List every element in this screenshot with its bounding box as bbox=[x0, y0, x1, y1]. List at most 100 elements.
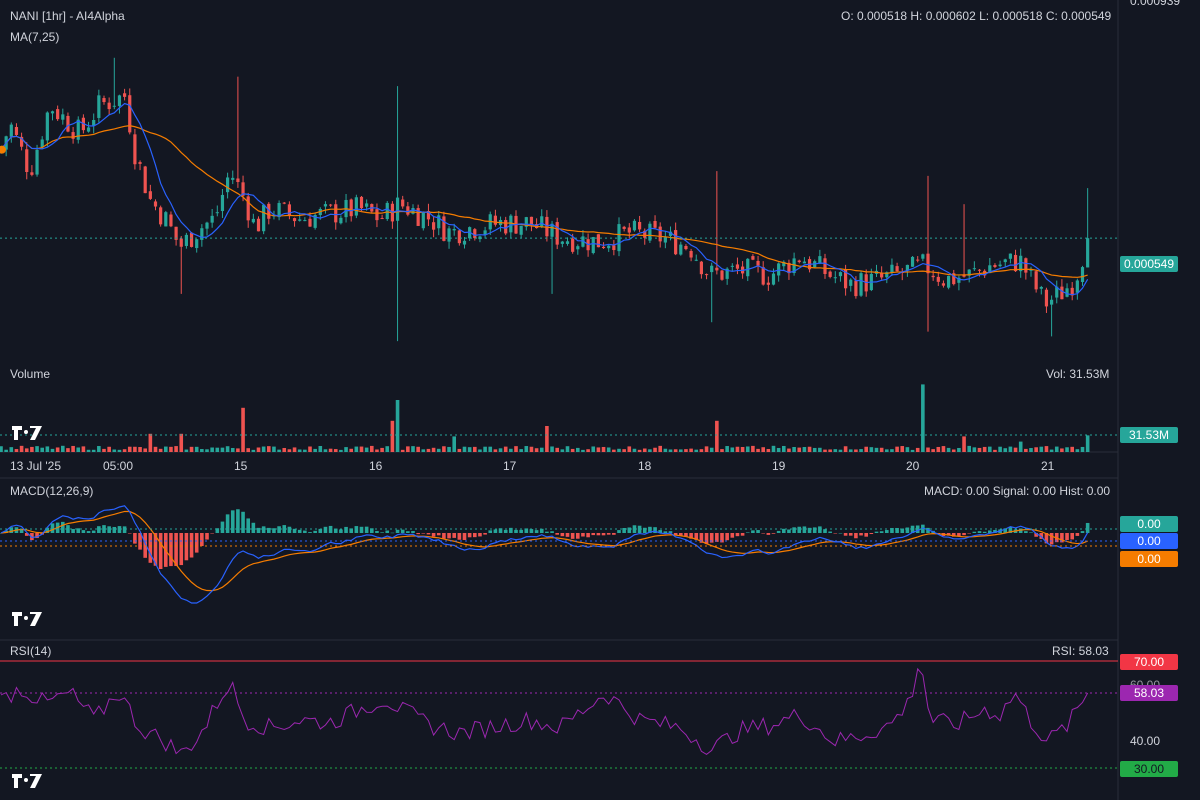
volume-bar bbox=[277, 449, 281, 452]
candle-body bbox=[854, 280, 858, 297]
candle-body bbox=[699, 261, 703, 275]
candle-body bbox=[359, 196, 364, 209]
candle-body bbox=[756, 260, 760, 266]
volume-bar bbox=[514, 446, 518, 452]
macd-hist-bar bbox=[339, 529, 343, 533]
volume-label: Volume bbox=[10, 367, 51, 381]
macd-hist-bar bbox=[601, 533, 606, 536]
macd-hist-bar bbox=[885, 530, 889, 533]
volume-bar bbox=[679, 449, 683, 452]
candle-body bbox=[565, 241, 570, 244]
candle-body bbox=[596, 234, 600, 248]
volume-bar bbox=[1044, 446, 1049, 452]
macd-hist-bar bbox=[637, 525, 642, 533]
candle-body bbox=[1050, 299, 1054, 305]
macd-hist-bar bbox=[210, 533, 214, 534]
candle-body bbox=[540, 216, 544, 227]
candle-body bbox=[251, 218, 255, 223]
volume-bar bbox=[792, 447, 796, 452]
volume-bar bbox=[725, 446, 729, 452]
candle-body bbox=[704, 274, 709, 276]
macd-hist-bar bbox=[256, 527, 261, 533]
volume-bar bbox=[0, 446, 3, 452]
candle-body bbox=[267, 203, 271, 219]
volume-bar bbox=[730, 447, 735, 452]
rsi-label: RSI(14) bbox=[10, 644, 52, 658]
candle-body bbox=[607, 245, 611, 249]
volume-bar bbox=[1013, 447, 1018, 452]
volume-bar bbox=[344, 447, 348, 452]
volume-badge: 31.53M bbox=[1120, 427, 1178, 443]
macd-hist-bar bbox=[1049, 533, 1054, 545]
volume-bar bbox=[854, 449, 858, 452]
price-top-tick: 0.000939 bbox=[1130, 0, 1181, 8]
macd-hist-bar bbox=[560, 533, 565, 537]
macd-hist-bar bbox=[169, 533, 173, 567]
macd-hist-bar bbox=[148, 533, 153, 563]
macd-hist-bar bbox=[689, 533, 693, 539]
candle-body bbox=[483, 230, 487, 235]
candle-body bbox=[25, 149, 29, 173]
volume-bar bbox=[694, 449, 699, 452]
macd-hist-bar bbox=[493, 529, 498, 533]
macd-hist-bar bbox=[586, 533, 590, 538]
macd-hist-bar bbox=[684, 533, 688, 537]
volume-bar bbox=[591, 446, 596, 452]
volume-bar bbox=[941, 446, 946, 452]
macd-hist-bar bbox=[663, 531, 668, 533]
volume-bar bbox=[370, 445, 374, 452]
macd-hist-bar bbox=[612, 533, 616, 535]
volume-bar bbox=[1029, 448, 1033, 452]
volume-bar bbox=[529, 446, 534, 452]
candle-body bbox=[571, 238, 575, 252]
macd-hist-bar bbox=[957, 533, 961, 536]
candle-body bbox=[617, 224, 621, 252]
macd-hist-bar bbox=[349, 528, 353, 533]
volume-bar bbox=[709, 447, 714, 452]
volume-bar bbox=[189, 446, 194, 452]
candle-body bbox=[138, 162, 142, 164]
macd-hist-bar bbox=[9, 527, 14, 533]
candle-body bbox=[210, 215, 214, 223]
candle-body bbox=[859, 273, 863, 296]
candle-body bbox=[1065, 288, 1069, 297]
macd-hist-bar bbox=[529, 529, 534, 533]
candle-body bbox=[473, 229, 477, 239]
macd-hist-bar bbox=[642, 527, 647, 533]
volume-bar bbox=[61, 445, 65, 452]
macd-hist-bar bbox=[982, 531, 987, 533]
volume-bar bbox=[843, 446, 848, 452]
volume-bar bbox=[303, 449, 307, 452]
macd-hist-bar bbox=[442, 533, 446, 539]
candle-body bbox=[952, 273, 956, 285]
macd-hist-bar bbox=[76, 528, 81, 533]
candle-body bbox=[189, 232, 194, 247]
candle-body bbox=[416, 208, 420, 226]
candle-body bbox=[493, 215, 497, 225]
candle-body bbox=[560, 241, 564, 244]
macd-hist-bar bbox=[318, 528, 323, 533]
volume-bar bbox=[91, 449, 96, 452]
volume-bar bbox=[766, 448, 771, 452]
ma-legend: MA(7,25) bbox=[10, 30, 60, 44]
candle-body bbox=[447, 228, 451, 242]
candle-body bbox=[1008, 253, 1012, 259]
volume-bar bbox=[117, 449, 122, 452]
candle-body bbox=[231, 177, 235, 180]
macd-hist-bar bbox=[1065, 533, 1069, 541]
macd-hist-bar bbox=[81, 530, 86, 533]
macd-hist-bar bbox=[606, 533, 611, 535]
macd-hist-bar bbox=[385, 530, 390, 533]
macd-hist-bar bbox=[1080, 531, 1085, 533]
candle-body bbox=[226, 177, 230, 193]
volume-bar bbox=[658, 445, 662, 452]
macd-hist-bar bbox=[905, 527, 910, 533]
volume-bar bbox=[745, 446, 750, 452]
macd-hist-bar bbox=[797, 526, 802, 533]
volume-bar bbox=[467, 447, 472, 452]
candle-body bbox=[401, 199, 405, 207]
macd-hist-bar bbox=[303, 530, 307, 533]
candle-body bbox=[679, 244, 683, 255]
macd-hist-bar bbox=[91, 530, 96, 533]
